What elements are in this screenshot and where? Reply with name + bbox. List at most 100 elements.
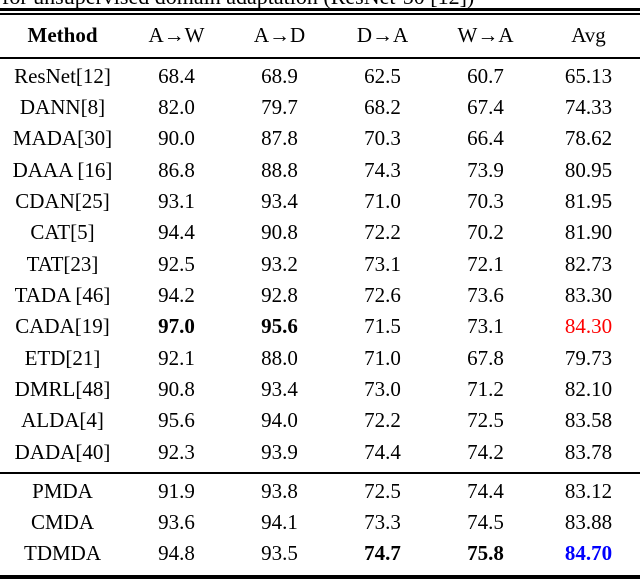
- value-cell: 94.4: [158, 220, 195, 245]
- value-cell: 66.4: [467, 126, 504, 151]
- value-cell: 94.1: [261, 509, 298, 534]
- value-cell: 95.6: [158, 408, 195, 433]
- avg-cell: 81.90: [564, 220, 613, 245]
- value-cell: 93.5: [261, 541, 298, 566]
- method-cell: DANN[8]: [19, 95, 106, 120]
- value-cell: 70.3: [467, 189, 504, 214]
- value-cell: 71.5: [364, 314, 401, 339]
- value-cell: 73.1: [364, 251, 401, 276]
- method-cell: DADA[40]: [14, 439, 111, 464]
- value-cell: 92.3: [158, 439, 195, 464]
- table-row-cmda: CMDA 93.6 94.1 73.3 74.5 83.88: [0, 507, 640, 538]
- value-cell: 74.4: [467, 478, 504, 503]
- table-row: ETD[21] 92.1 88.0 71.0 67.8 79.73: [0, 343, 640, 374]
- value-cell: 86.8: [158, 157, 195, 182]
- value-cell: 93.6: [158, 509, 195, 534]
- value-cell: 90.8: [261, 220, 298, 245]
- method-cell: DAAA [16]: [12, 157, 113, 182]
- table-row-pmda: PMDA 91.9 93.8 72.5 74.4 83.12: [0, 475, 640, 506]
- value-cell: 71.0: [364, 189, 401, 214]
- avg-cell: 79.73: [564, 345, 613, 370]
- table-row: ALDA[4] 95.6 94.0 72.2 72.5 83.58: [0, 405, 640, 436]
- table-row: TADA [46] 94.2 92.8 72.6 73.6 83.30: [0, 280, 640, 311]
- header-rule: [0, 56, 640, 59]
- value-cell: 73.9: [467, 157, 504, 182]
- table-row: DMRL[48] 90.8 93.4 73.0 71.2 82.10: [0, 374, 640, 405]
- value-cell: 74.5: [467, 509, 504, 534]
- value-cell: 93.1: [158, 189, 195, 214]
- value-cell: 72.2: [364, 408, 401, 433]
- value-cell: 67.4: [467, 95, 504, 120]
- value-cell: 94.8: [158, 541, 195, 566]
- value-cell: 68.4: [158, 63, 195, 88]
- value-cell: 93.8: [261, 478, 298, 503]
- table-row-cada: CADA[19] 97.0 95.6 71.5 73.1 84.30: [0, 311, 640, 342]
- method-cell: CADA[19]: [15, 314, 110, 339]
- table-row: CDAN[25] 93.1 93.4 71.0 70.3 81.95: [0, 186, 640, 217]
- value-cell: 70.3: [364, 126, 401, 151]
- avg-cell: 83.58: [564, 408, 613, 433]
- value-cell: 73.6: [467, 283, 504, 308]
- value-cell: 72.2: [364, 220, 401, 245]
- table-row: DAAA [16] 86.8 88.8 74.3 73.9 80.95: [0, 155, 640, 186]
- header-cell-a-to-w: A→W: [148, 23, 205, 47]
- avg-cell: 82.10: [564, 377, 613, 402]
- prior-methods-block: ResNet[12] 68.4 68.9 62.5 60.7 65.13 DAN…: [0, 59, 640, 468]
- value-cell: 93.4: [261, 189, 298, 214]
- value-cell: 67.8: [467, 345, 504, 370]
- value-cell: 73.1: [467, 314, 504, 339]
- value-cell: 88.0: [261, 345, 298, 370]
- value-cell-best-bold: 74.7: [364, 541, 401, 566]
- avg-cell: 65.13: [564, 63, 613, 88]
- top-rule-thin: [0, 13, 640, 15]
- table-header-row: Method A→W A→D D→A W→A Avg: [0, 15, 640, 57]
- header-cell-a-to-d: A→D: [253, 23, 306, 47]
- header-cell-method: Method: [27, 23, 98, 47]
- value-cell-best-bold: 97.0: [158, 314, 195, 339]
- value-cell: 90.8: [158, 377, 195, 402]
- caption-cropped: for unsupervised domain adaptation (ResN…: [0, 0, 640, 8]
- method-cell: CMDA: [30, 509, 94, 534]
- header-cell-d-to-a: D→A: [356, 23, 409, 47]
- method-cell: TAT[23]: [26, 251, 99, 276]
- value-cell: 70.2: [467, 220, 504, 245]
- value-cell: 87.8: [261, 126, 298, 151]
- value-cell: 73.0: [364, 377, 401, 402]
- value-cell: 62.5: [364, 63, 401, 88]
- value-cell: 94.2: [158, 283, 195, 308]
- avg-cell-blue-highlight: 84.70: [564, 541, 613, 566]
- value-cell: 72.1: [467, 251, 504, 276]
- avg-cell: 82.73: [564, 251, 613, 276]
- avg-cell: 83.30: [564, 283, 613, 308]
- value-cell: 74.3: [364, 157, 401, 182]
- method-cell: CAT[5]: [30, 220, 95, 245]
- caption-text: for unsupervised domain adaptation (ResN…: [0, 0, 640, 8]
- value-cell: 88.8: [261, 157, 298, 182]
- value-cell: 90.0: [158, 126, 195, 151]
- value-cell: 92.8: [261, 283, 298, 308]
- avg-cell: 83.88: [564, 509, 613, 534]
- table-row: TAT[23] 92.5 93.2 73.1 72.1 82.73: [0, 249, 640, 280]
- table-row-tdmda: TDMDA 94.8 93.5 74.7 75.8 84.70: [0, 538, 640, 569]
- top-rule-thick: [0, 8, 640, 11]
- value-cell: 72.5: [467, 408, 504, 433]
- top-rule-gap: [0, 11, 640, 13]
- value-cell: 68.2: [364, 95, 401, 120]
- method-cell: MADA[30]: [12, 126, 113, 151]
- mid-rule: [0, 471, 640, 475]
- value-cell: 93.9: [261, 439, 298, 464]
- value-cell: 73.3: [364, 509, 401, 534]
- value-cell: 93.2: [261, 251, 298, 276]
- avg-cell-red-highlight: 84.30: [564, 314, 613, 339]
- value-cell-best-bold: 95.6: [261, 314, 298, 339]
- value-cell: 82.0: [158, 95, 195, 120]
- value-cell: 72.5: [364, 478, 401, 503]
- table-row: CAT[5] 94.4 90.8 72.2 70.2 81.90: [0, 217, 640, 248]
- method-cell: ALDA[4]: [21, 408, 104, 433]
- avg-cell: 74.33: [564, 95, 613, 120]
- value-cell: 71.0: [364, 345, 401, 370]
- method-cell: PMDA: [32, 478, 93, 503]
- value-cell: 68.9: [261, 63, 298, 88]
- value-cell: 79.7: [261, 95, 298, 120]
- value-cell: 92.1: [158, 345, 195, 370]
